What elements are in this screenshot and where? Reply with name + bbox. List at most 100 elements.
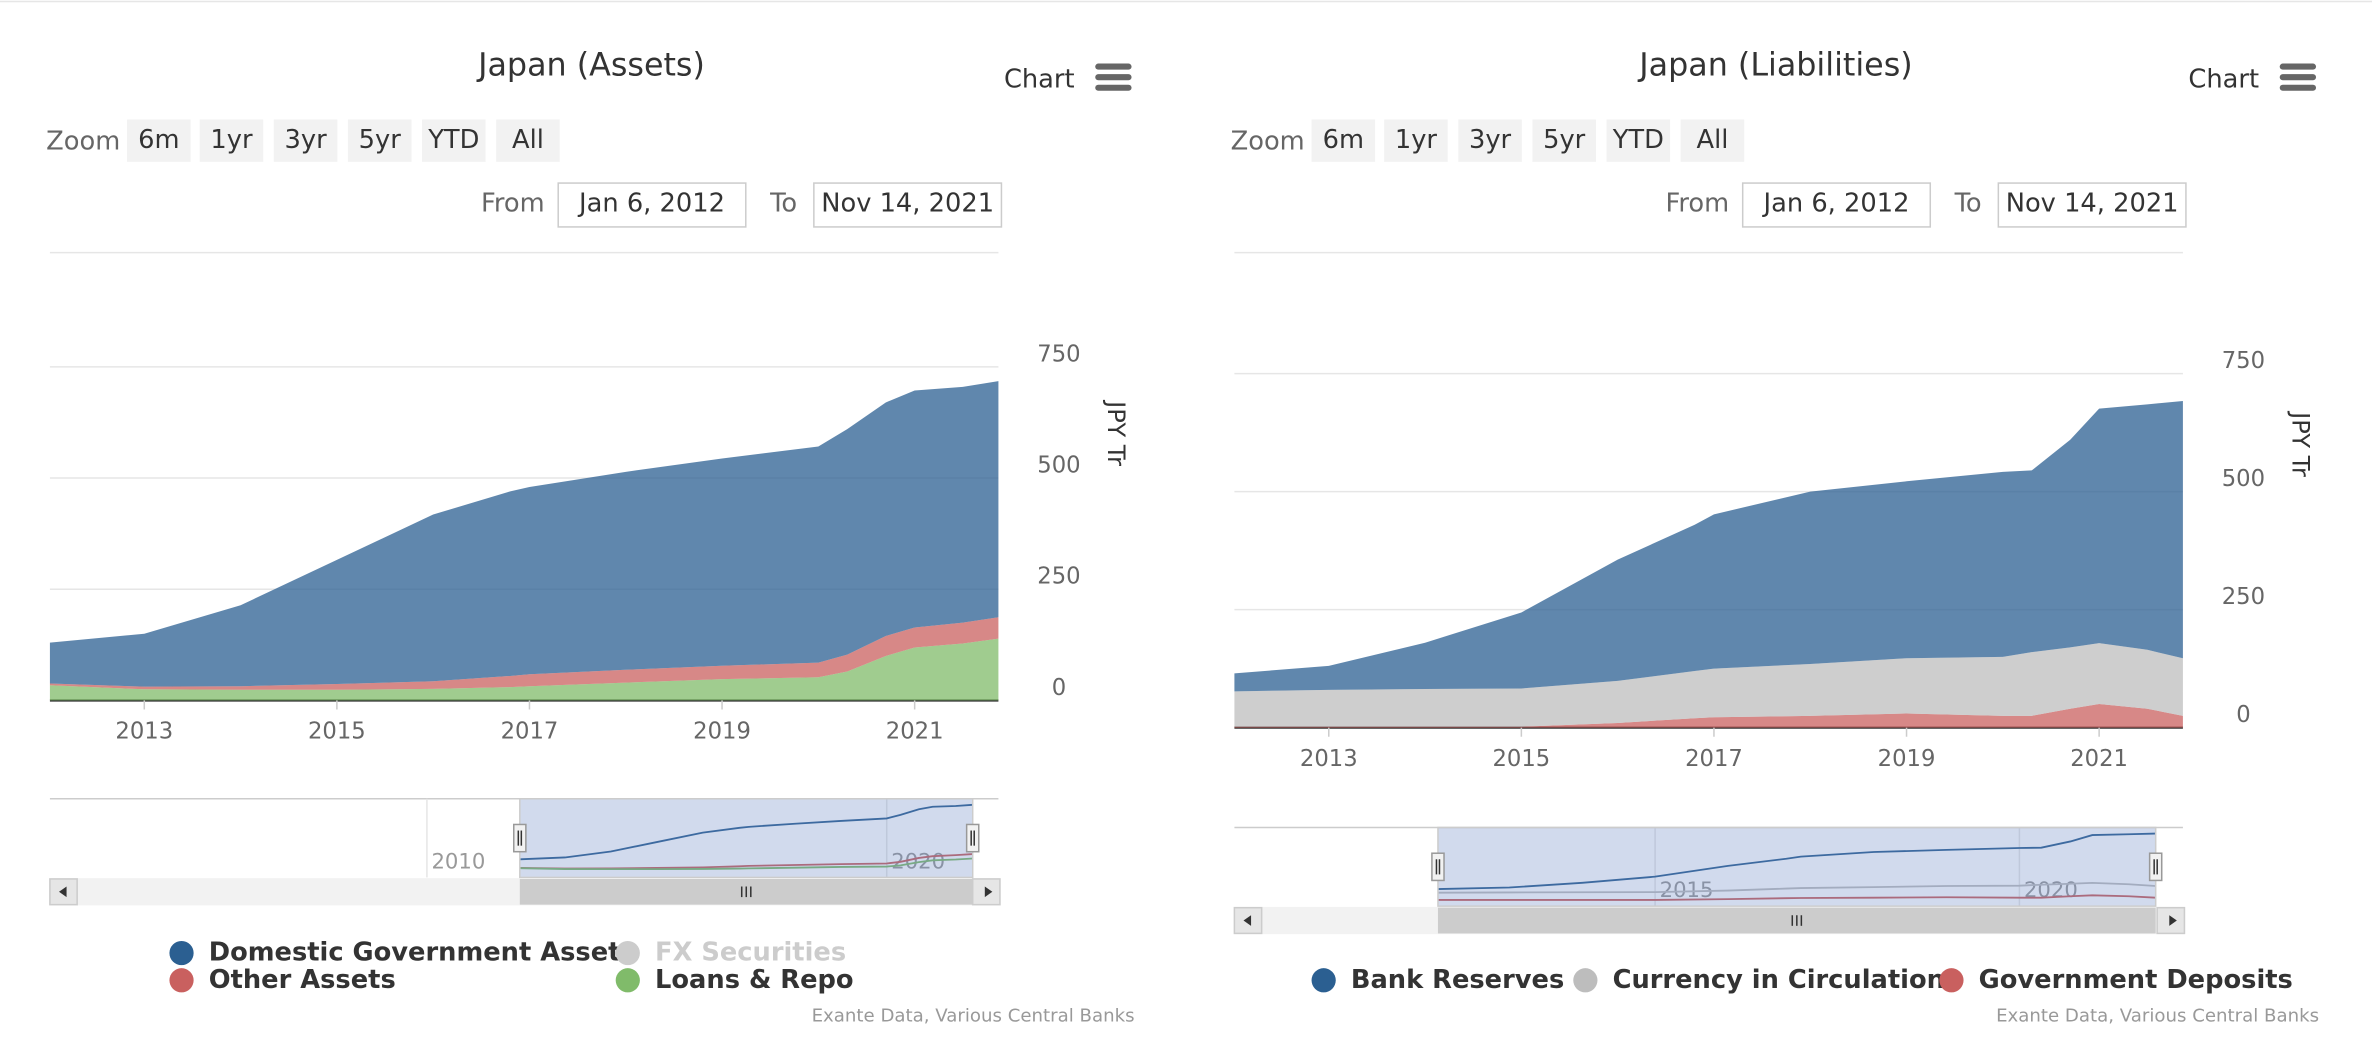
x-tick-label: 2015 bbox=[308, 719, 366, 745]
legend-symbol[interactable] bbox=[1573, 968, 1598, 993]
y-tick-label: 750 bbox=[1037, 341, 1080, 367]
x-tick-label: 2013 bbox=[115, 719, 173, 745]
x-tick-label: 2019 bbox=[1878, 746, 1936, 772]
legend-symbol[interactable] bbox=[169, 968, 194, 993]
x-tick-label: 2015 bbox=[1492, 746, 1550, 772]
zoom-button-label[interactable]: 3yr bbox=[1469, 125, 1512, 155]
y-tick-label: 500 bbox=[2222, 466, 2265, 492]
navigator-handle[interactable] bbox=[1431, 852, 1445, 882]
y-tick-label: 0 bbox=[2236, 702, 2250, 728]
scrollbar-left-button[interactable] bbox=[1233, 906, 1263, 935]
navigator-line bbox=[519, 803, 973, 861]
legend-symbol[interactable] bbox=[1939, 968, 1964, 993]
scrollbar-left-arrow bbox=[1243, 915, 1252, 926]
navigator-line bbox=[1437, 832, 2156, 890]
to-date[interactable]: Nov 14, 2021 bbox=[2006, 189, 2179, 219]
scrollbar-right-arrow bbox=[984, 886, 993, 898]
to-input[interactable] bbox=[1997, 182, 2187, 228]
legend-symbol[interactable] bbox=[615, 940, 640, 966]
from-date[interactable]: Jan 6, 2012 bbox=[577, 189, 725, 219]
navigator-tick-label: 2010 bbox=[431, 848, 485, 873]
credits: Exante Data, Various Central Banks bbox=[812, 1006, 1135, 1027]
area bbox=[49, 617, 999, 690]
zoom-button-label[interactable]: 6m bbox=[138, 125, 179, 155]
legend-label[interactable]: Government Deposits bbox=[1979, 965, 2293, 995]
x-tick-label: 2017 bbox=[1685, 746, 1743, 772]
menu-label: Chart bbox=[1004, 65, 1075, 95]
zoom-button-label[interactable]: All bbox=[512, 125, 544, 155]
area bbox=[49, 381, 999, 687]
zoom-button[interactable] bbox=[1606, 119, 1671, 162]
credits: Exante Data, Various Central Banks bbox=[1996, 1006, 2319, 1027]
zoom-button[interactable] bbox=[347, 119, 412, 162]
to-input[interactable] bbox=[813, 182, 1003, 228]
menu-label: Chart bbox=[2188, 65, 2259, 95]
y-axis-label: JPY Tr bbox=[2286, 410, 2314, 477]
y-tick-label: 250 bbox=[2222, 584, 2265, 610]
zoom-button[interactable] bbox=[496, 119, 560, 162]
to-label: To bbox=[769, 189, 797, 219]
legend-symbol[interactable] bbox=[169, 940, 194, 966]
legend-label[interactable]: Bank Reserves bbox=[1351, 965, 1564, 995]
zoom-button-label[interactable]: 5yr bbox=[359, 125, 402, 155]
navigator-handle[interactable] bbox=[2148, 852, 2163, 882]
navigator-handle[interactable] bbox=[965, 823, 980, 853]
zoom-label: Zoom bbox=[46, 127, 120, 157]
y-tick-label: 750 bbox=[2222, 348, 2265, 374]
zoom-button-label[interactable]: 5yr bbox=[1543, 125, 1586, 155]
navigator-selection bbox=[1437, 826, 2157, 907]
navigator-line bbox=[519, 857, 973, 871]
from-input[interactable] bbox=[557, 182, 747, 228]
legend-label[interactable]: Domestic Government Assets bbox=[209, 938, 636, 968]
from-label: From bbox=[1665, 189, 1729, 219]
legend-symbol[interactable] bbox=[615, 968, 640, 993]
to-date[interactable]: Nov 14, 2021 bbox=[821, 189, 994, 219]
zoom-button-label[interactable]: 6m bbox=[1323, 125, 1364, 155]
zoom-button-label[interactable]: 1yr bbox=[210, 125, 253, 155]
zoom-button-label[interactable]: YTD bbox=[1612, 125, 1664, 155]
zoom-button-label[interactable]: 1yr bbox=[1395, 125, 1438, 155]
to-label: To bbox=[1954, 189, 1982, 219]
area bbox=[1234, 643, 2183, 727]
zoom-button[interactable] bbox=[1680, 119, 1745, 162]
zoom-button[interactable] bbox=[1532, 119, 1596, 162]
area bbox=[1234, 401, 2183, 692]
navigator-tick-label: 2015 bbox=[1660, 877, 1714, 902]
zoom-button[interactable] bbox=[273, 119, 338, 162]
x-tick-label: 2021 bbox=[2070, 746, 2128, 772]
legend-label[interactable]: Other Assets bbox=[209, 965, 396, 995]
navigator-selection bbox=[519, 798, 974, 879]
from-input[interactable] bbox=[1741, 182, 1932, 228]
chart-title: Japan (Liabilities) bbox=[1637, 48, 1912, 84]
y-tick-label: 250 bbox=[1037, 564, 1080, 590]
zoom-button-label[interactable]: 3yr bbox=[285, 125, 328, 155]
zoom-label: Zoom bbox=[1231, 127, 1305, 157]
navigator-line bbox=[1437, 894, 2156, 901]
navigator-line bbox=[1437, 881, 2156, 894]
from-date[interactable]: Jan 6, 2012 bbox=[1762, 189, 1910, 219]
legend-label[interactable]: FX Securities bbox=[655, 938, 846, 968]
x-tick-label: 2019 bbox=[693, 719, 751, 745]
zoom-button[interactable] bbox=[1384, 119, 1448, 162]
legend-symbol[interactable] bbox=[1311, 968, 1336, 993]
scrollbar-left-arrow bbox=[58, 886, 67, 898]
zoom-button-label[interactable]: YTD bbox=[427, 125, 479, 155]
scrollbar-right-arrow bbox=[2169, 915, 2177, 926]
zoom-button[interactable] bbox=[199, 119, 264, 162]
navigator-handle[interactable] bbox=[513, 823, 527, 853]
zoom-button[interactable] bbox=[1311, 119, 1376, 162]
x-tick-label: 2021 bbox=[886, 719, 944, 745]
legend-label[interactable]: Currency in Circulation bbox=[1613, 965, 1945, 995]
legend-label[interactable]: Loans & Repo bbox=[655, 965, 854, 995]
x-tick-label: 2017 bbox=[501, 719, 559, 745]
from-label: From bbox=[481, 189, 545, 219]
y-axis-label: JPY Tr bbox=[1102, 399, 1130, 466]
zoom-button[interactable] bbox=[422, 119, 486, 162]
y-tick-label: 500 bbox=[1037, 452, 1080, 478]
zoom-button[interactable] bbox=[1458, 119, 1522, 162]
zoom-button[interactable] bbox=[127, 119, 191, 162]
zoom-button-label[interactable]: All bbox=[1697, 125, 1729, 155]
area bbox=[1234, 704, 2183, 728]
